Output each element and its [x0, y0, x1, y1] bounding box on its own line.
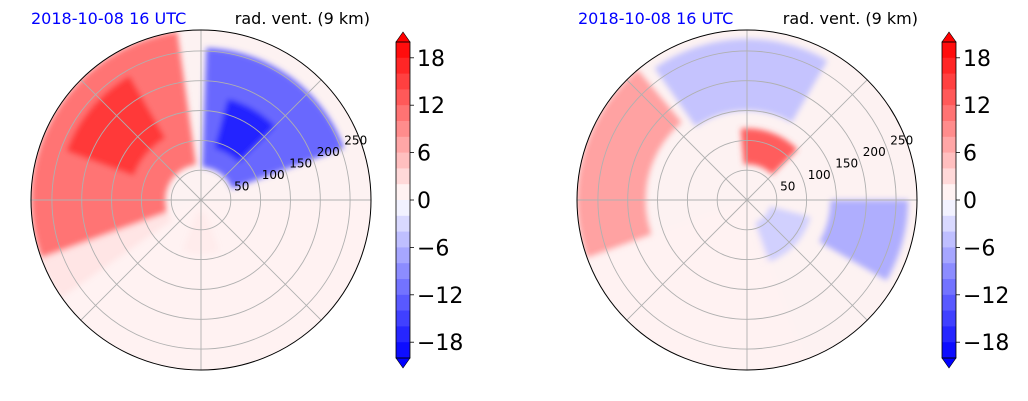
colorbar-segment — [942, 263, 956, 280]
colorbar-segment — [396, 215, 410, 232]
field-region — [654, 38, 828, 127]
colorbar-segment — [942, 279, 956, 296]
colorbar-segment — [396, 152, 410, 169]
polar-outline — [576, 29, 918, 371]
polar-panel-left: 2018-10-08 16 UTC rad. vent. (9 km) 50 10… — [30, 9, 463, 371]
colorbar-tick-label: 12 — [417, 94, 445, 119]
radial-tick-label: 200 — [863, 145, 886, 159]
radial-tick-label: 150 — [835, 157, 858, 171]
colorbar-tick-label: 6 — [417, 142, 431, 167]
colorbar-segment — [942, 310, 956, 327]
colorbar-tick-label: −18 — [963, 331, 1009, 356]
colorbar-segment — [942, 152, 956, 169]
colorbar-segment — [942, 57, 956, 74]
colorbar-segment — [396, 184, 410, 201]
radial-tick-label: 250 — [890, 134, 913, 148]
colorbar-segment — [942, 105, 956, 122]
colorbar-segment — [942, 215, 956, 232]
colorbar-segment — [942, 136, 956, 153]
panel-title-left-date: 2018-10-08 16 UTC — [31, 9, 186, 28]
colorbar-tick-label: 0 — [963, 189, 977, 214]
radial-tick-label: 200 — [317, 145, 340, 159]
angular-gridline — [80, 199, 202, 321]
colorbar-segment — [396, 310, 410, 327]
colorbar-segment — [396, 121, 410, 138]
colorbar-segment — [396, 73, 410, 90]
colorbar-segment — [942, 231, 956, 248]
colorbar-segment — [396, 263, 410, 280]
field-regions — [31, 31, 371, 370]
colorbar-segment — [942, 89, 956, 106]
polar-plot-area: 50 100 150 200 250 — [576, 29, 918, 371]
colorbar-tick-label: 12 — [963, 94, 991, 119]
colorbar-segment — [396, 231, 410, 248]
colorbar: 18 12 6 0 −6 −12 −18 — [395, 31, 463, 369]
colorbar-segment — [396, 326, 410, 343]
colorbar-segment — [396, 247, 410, 264]
colorbar-tick-label: −12 — [417, 284, 463, 309]
radial-tick-labels: 50 100 150 200 250 — [780, 134, 913, 194]
radial-tick-label: 50 — [234, 179, 249, 193]
colorbar: 18 12 6 0 −6 −12 −18 — [941, 31, 1009, 369]
field-region — [819, 200, 909, 281]
colorbar-segment — [396, 342, 410, 359]
colorbar-segment — [396, 42, 410, 59]
colorbar-extend-high — [941, 31, 957, 43]
colorbar-segment — [942, 247, 956, 264]
colorbar-segment — [942, 42, 956, 59]
radial-tick-label: 50 — [780, 179, 795, 193]
polar-gridlines — [31, 30, 371, 370]
colorbar-segment — [396, 89, 410, 106]
field-region — [587, 200, 806, 370]
colorbar-segment — [942, 168, 956, 185]
radial-tick-label: 100 — [808, 168, 831, 182]
radial-tick-labels: 50 100 150 200 250 — [234, 134, 367, 194]
radial-tick-label: 100 — [262, 168, 285, 182]
panel-title-left-date: 2018-10-08 16 UTC — [578, 9, 733, 28]
colorbar-segment — [942, 73, 956, 90]
colorbar-tick-label: 18 — [417, 47, 445, 72]
colorbar-segment — [942, 121, 956, 138]
colorbar-segment — [942, 184, 956, 201]
polar-panel-right: 2018-10-08 16 UTC rad. vent. (9 km) 50 10… — [576, 9, 1009, 371]
field-region — [66, 76, 166, 176]
angular-gridline — [200, 79, 322, 201]
colorbar-tick-label: 18 — [963, 47, 991, 72]
colorbar-segment — [396, 136, 410, 153]
polar-gridlines — [577, 30, 917, 370]
colorbar-segment — [396, 200, 410, 217]
polar-outline — [30, 29, 372, 371]
angular-gridline — [626, 79, 748, 201]
angular-gridline — [200, 199, 322, 321]
colorbar-tick-label: −6 — [963, 236, 995, 261]
colorbar-tick-label: −12 — [963, 284, 1009, 309]
angular-gridline — [626, 199, 748, 321]
colorbar-segment — [942, 342, 956, 359]
colorbar-tick-label: 0 — [417, 189, 431, 214]
colorbar-tick-label: −18 — [417, 331, 463, 356]
colorbar-segment — [942, 326, 956, 343]
angular-gridline — [746, 199, 868, 321]
panel-title-right-variable: rad. vent. (9 km) — [235, 9, 370, 28]
polar-plot-area: 50 100 150 200 250 — [30, 29, 372, 371]
colorbar-segment — [396, 294, 410, 311]
radial-tick-label: 150 — [289, 157, 312, 171]
radial-tick-label: 250 — [344, 134, 367, 148]
colorbar-segment — [942, 200, 956, 217]
panel-title-right-variable: rad. vent. (9 km) — [783, 9, 918, 28]
angular-gridline — [80, 79, 202, 201]
field-region — [577, 69, 682, 259]
colorbar-segment — [396, 105, 410, 122]
colorbar-segment — [396, 279, 410, 296]
colorbar-extend-low — [941, 357, 957, 369]
colorbar-extend-low — [395, 357, 411, 369]
colorbar-segment — [396, 168, 410, 185]
angular-gridline — [746, 79, 868, 201]
colorbar-tick-label: 6 — [963, 142, 977, 167]
colorbar-segment — [396, 57, 410, 74]
colorbar-extend-high — [395, 31, 411, 43]
colorbar-segment — [942, 294, 956, 311]
colorbar-tick-label: −6 — [417, 236, 449, 261]
